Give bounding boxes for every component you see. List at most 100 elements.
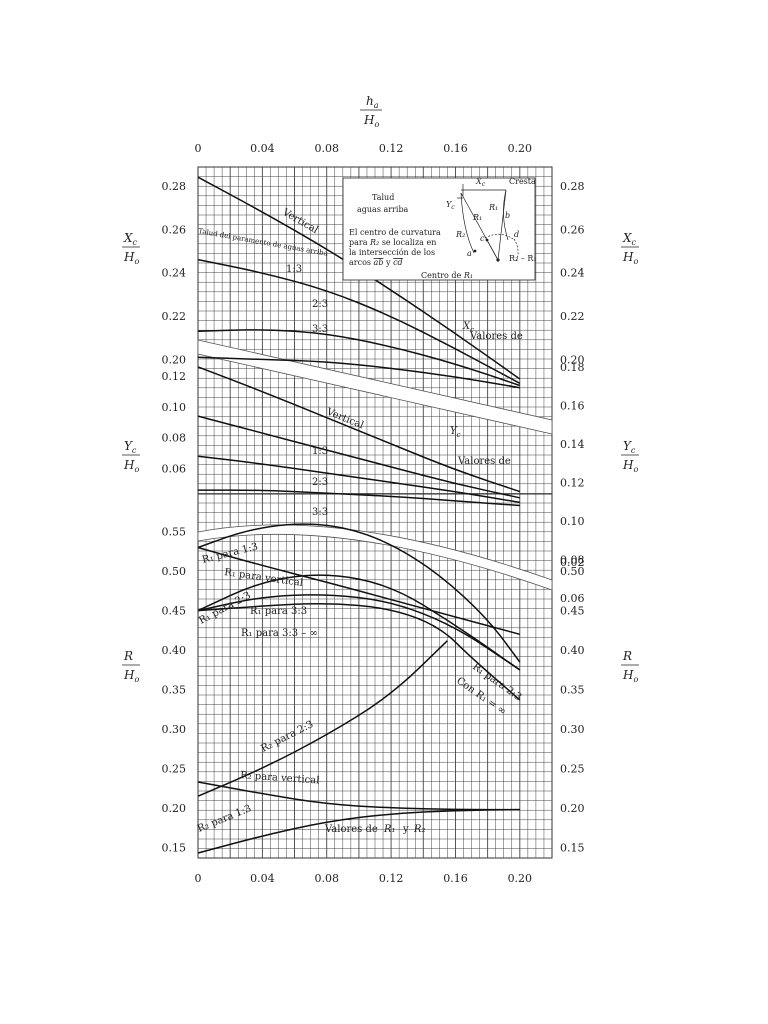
y-tick-label-right: 0.10 (560, 515, 585, 528)
y-tick-label-left: 0.45 (162, 605, 187, 618)
svg-text:c: c (480, 234, 485, 243)
svg-text:Yc: Yc (446, 200, 455, 211)
label-y: y (402, 824, 409, 835)
svg-text:R: R (123, 649, 133, 663)
y-axis-label-r: R Ho (621, 649, 639, 684)
y-tick-label-right: 0.45 (560, 605, 585, 618)
y-tick-label-left: 0.25 (162, 763, 187, 776)
separator-band (197, 339, 553, 435)
y-tick-label-right: 0.35 (560, 684, 585, 697)
x-tick-label: 0 (195, 872, 202, 885)
x-tick-label: 0.20 (508, 872, 533, 885)
x-tick-label: 0.16 (443, 142, 468, 155)
y-tick-label-right: 0.06 (560, 592, 585, 605)
series-r-r1-para-2-3 (197, 574, 521, 671)
y-tick-label-left: 0.20 (162, 353, 187, 366)
series-xc-1-3 (197, 258, 521, 384)
y-tick-label-left: 0.06 (162, 463, 187, 476)
label-xc-13: 1:3 (286, 264, 302, 275)
svg-text:arcos ab y cd: arcos ab y cd (349, 258, 403, 267)
svg-text:R: R (622, 649, 632, 663)
label-yc-23: 2:3 (312, 477, 328, 488)
series-xc-2-3 (197, 329, 521, 387)
series-r-r1-para-3-3 (197, 594, 521, 671)
y-axis-label-yc: Yc Ho (122, 439, 140, 474)
y-tick-label-right: 0.12 (560, 477, 585, 490)
series-yc-vertical (197, 366, 521, 493)
svg-text:R₁: R₁ (472, 213, 482, 222)
y-tick-label-left: 0.30 (162, 723, 187, 736)
y-tick-label-right: 0.40 (560, 644, 585, 657)
label-valores-r: Valores de (324, 824, 378, 835)
svg-text:aguas arriba: aguas arriba (357, 205, 409, 214)
svg-text:b: b (505, 211, 510, 220)
label-r1-var: R₁ (383, 824, 396, 835)
x-tick-label: 0 (195, 142, 202, 155)
y-tick-label-right: 0.22 (560, 310, 585, 323)
label-xc-33: 3:3 (312, 324, 328, 335)
series-yc-3-3 (198, 489, 520, 507)
svg-text:Xc: Xc (622, 231, 637, 247)
y-tick-label-left: 0.08 (162, 432, 187, 445)
y-tick-label-right: 0.25 (560, 763, 585, 776)
y-tick-label-right: 0.14 (560, 438, 585, 451)
label-yc-var: Yc (450, 426, 461, 439)
y-tick-label-left: 0.20 (162, 802, 187, 815)
svg-text:la intersección de los: la intersección de los (349, 248, 435, 257)
y-tick-label-right: 0.08 (560, 554, 585, 567)
svg-text:ha: ha (366, 94, 379, 110)
y-tick-label-left: 0.22 (162, 310, 187, 323)
y-tick-label-right: 0.28 (560, 180, 585, 193)
label-valores-xc: Valores de (469, 331, 523, 342)
series-r-r1-para-vertical (197, 546, 520, 636)
svg-text:Ho: Ho (363, 113, 379, 129)
svg-text:Ho: Ho (123, 458, 139, 474)
label-xc-var: Xc (462, 321, 474, 334)
series-xc-vertical (197, 176, 521, 380)
svg-text:R₂ – R₁: R₂ – R₁ (509, 254, 537, 263)
label-valores-yc: Valores de (457, 456, 511, 467)
svg-text:para R₂ se localiza en: para R₂ se localiza en (349, 238, 436, 247)
x-tick-label: 0.08 (314, 872, 339, 885)
svg-text:R₂: R₂ (455, 230, 465, 239)
grid (197, 166, 553, 859)
svg-text:Xc: Xc (475, 177, 486, 188)
svg-text:a: a (467, 249, 472, 258)
top-axis-label: ha Ho (360, 94, 382, 129)
svg-text:Ho: Ho (123, 668, 139, 684)
y-axis-label-xc: Xc Ho (621, 231, 639, 266)
series-xc-3-3 (197, 356, 520, 389)
y-axis-label-r: R Ho (122, 649, 140, 684)
svg-text:Yc: Yc (623, 439, 636, 455)
svg-text:Xc: Xc (123, 231, 138, 247)
y-tick-label-right: 0.20 (560, 802, 585, 815)
y-tick-label-left: 0.40 (162, 644, 187, 657)
label-r1-33inf: R₁ para 3:3 – ∞ (241, 628, 318, 639)
x-tick-label: 0.20 (508, 142, 533, 155)
series-r-r1-para-3-3-inf (197, 603, 521, 701)
svg-text:Yc: Yc (124, 439, 137, 455)
svg-text:Ho: Ho (622, 250, 638, 266)
y-tick-label-left: 0.12 (162, 370, 187, 383)
y-tick-label-right: 0.18 (560, 361, 585, 374)
svg-text:El centro de curvatura: El centro de curvatura (349, 228, 441, 237)
series-r-r2-para-vertical (197, 781, 520, 811)
y-tick-label-left: 0.24 (162, 267, 187, 280)
y-tick-label-right: 0.30 (560, 723, 585, 736)
y-tick-label-right: 0.16 (560, 400, 585, 413)
y-axis-labels: Xc Ho Xc Ho Yc Ho Yc Ho R Ho R Ho (122, 231, 639, 684)
y-tick-label-left: 0.28 (162, 180, 187, 193)
svg-text:Ho: Ho (123, 250, 139, 266)
label-xc-23: 2:3 (312, 299, 328, 310)
y-tick-label-left: 0.50 (162, 565, 187, 578)
x-tick-label: 0.08 (314, 142, 339, 155)
series-r-r2-para-2-3 (197, 640, 448, 797)
svg-text:Talud: Talud (372, 193, 394, 202)
x-tick-label: 0.12 (379, 872, 404, 885)
label-r2-var: R₂ (413, 824, 426, 835)
y-tick-label-left: 0.15 (162, 842, 187, 855)
series-r-r2-para-1-3 (197, 808, 520, 854)
x-tick-label: 0.04 (250, 872, 275, 885)
y-tick-label-right: 0.20 (560, 353, 585, 366)
